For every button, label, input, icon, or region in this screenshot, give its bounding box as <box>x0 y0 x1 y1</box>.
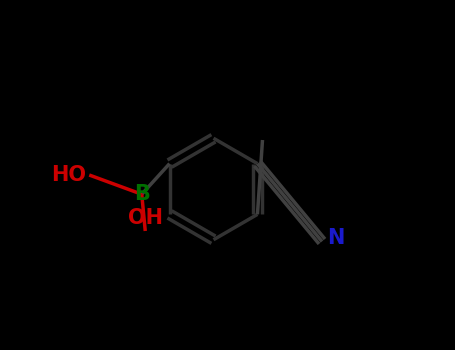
Text: N: N <box>327 228 344 248</box>
Text: OH: OH <box>128 208 163 228</box>
Text: HO: HO <box>51 165 86 185</box>
Text: B: B <box>134 184 150 204</box>
